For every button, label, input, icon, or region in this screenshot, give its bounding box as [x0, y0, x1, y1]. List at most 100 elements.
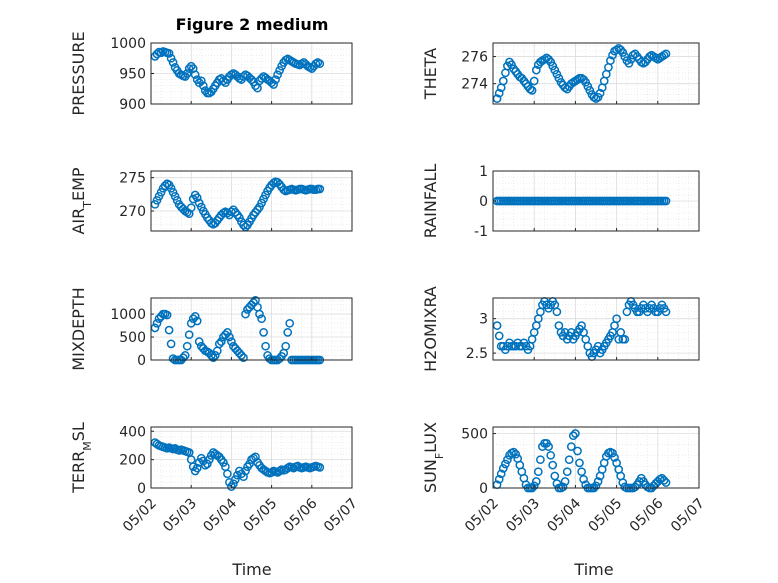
data-point: [283, 328, 293, 337]
data-point: [548, 460, 558, 470]
data-point: [223, 469, 232, 479]
y-tick-label: 950: [119, 67, 146, 83]
data-series: [492, 196, 671, 206]
data-point: [315, 463, 325, 472]
y-axis-label-4: RAINFALL: [421, 164, 440, 239]
data-point: [206, 351, 216, 360]
y-tick-label: 274: [461, 77, 488, 93]
data-point: [536, 307, 545, 317]
data-point: [610, 321, 619, 330]
data-point: [536, 455, 545, 465]
data-point: [166, 339, 176, 349]
data-point: [566, 442, 576, 451]
data-point: [550, 65, 560, 75]
data-point: [661, 196, 671, 206]
data-point: [275, 66, 284, 75]
y-axis-label-8: SUNFLUX: [421, 422, 446, 493]
data-point: [241, 309, 250, 319]
data-point: [562, 467, 572, 477]
y-tick-label: 275: [119, 171, 146, 187]
data-point: [618, 48, 628, 57]
data-point: [315, 59, 325, 69]
data-series: [492, 429, 671, 493]
x-axis-label-left: Time: [231, 560, 271, 579]
data-point: [275, 354, 284, 363]
y-tick-label: 270: [119, 204, 146, 220]
data-point: [661, 307, 671, 317]
data-point: [184, 64, 194, 73]
data-point: [315, 184, 325, 194]
x-tick-label: 05/02: [462, 496, 502, 536]
data-point: [501, 459, 510, 469]
data-point: [616, 328, 626, 337]
data-point: [239, 472, 248, 482]
data-point: [192, 193, 202, 203]
data-point: [507, 60, 516, 70]
data-point: [247, 75, 256, 84]
subplot-1: 900 950 1000 PRESSURE: [69, 31, 353, 116]
data-point: [245, 459, 254, 469]
subplot-5: 0 500 1000 MIXDEPTH: [69, 287, 353, 371]
data-point: [533, 467, 543, 477]
data-point: [219, 76, 228, 86]
x-tick-label: 05/06: [281, 495, 321, 535]
data-point: [200, 460, 210, 470]
y-tick-label: 500: [461, 427, 488, 443]
y-axis-label-5: MIXDEPTH: [69, 287, 88, 370]
data-point: [498, 464, 508, 473]
data-point: [661, 49, 671, 59]
data-point: [261, 341, 270, 351]
data-point: [194, 337, 204, 346]
subplot-4: -1 0 1 RAINFALL: [421, 164, 700, 240]
y-axis-label-2: THETA: [421, 48, 440, 100]
data-point: [186, 61, 196, 71]
data-point: [511, 449, 521, 459]
data-point: [608, 50, 617, 60]
data-point: [661, 478, 671, 487]
subplot-8: 0 500 05/02 05/03 05/04 05/05 05/06 05/07 SUNFLU…: [421, 422, 708, 535]
data-point: [281, 341, 291, 351]
data-point: [496, 469, 506, 479]
data-point: [573, 446, 582, 456]
y-tick-label: 3: [479, 312, 488, 328]
data-point: [606, 56, 615, 65]
data-series: [492, 44, 671, 103]
data-point: [577, 467, 586, 477]
data-point: [180, 351, 190, 360]
y-tick-label: 400: [119, 424, 146, 440]
data-point: [162, 310, 172, 320]
data-point: [645, 52, 654, 61]
data-point: [531, 477, 541, 486]
data-point: [214, 339, 224, 349]
data-point: [182, 69, 192, 78]
data-point: [166, 53, 176, 63]
data-point: [564, 455, 574, 465]
x-tick-label: 05/05: [586, 496, 626, 536]
data-point: [267, 468, 276, 477]
data-point: [273, 70, 282, 80]
data-point: [628, 50, 638, 60]
x-tick-label: 05/05: [241, 496, 281, 536]
data-point: [612, 314, 621, 324]
y-axis-label-3: AIRTEMP: [69, 167, 94, 234]
y-tick-label: 1: [479, 164, 488, 180]
data-point: [257, 74, 266, 83]
data-point: [188, 462, 198, 472]
data-point: [275, 466, 284, 476]
data-point: [608, 448, 617, 458]
y-tick-label: 0: [479, 481, 488, 497]
data-point: [548, 61, 558, 71]
data-point: [255, 309, 264, 319]
axes-frame: [492, 426, 700, 489]
data-point: [494, 474, 504, 484]
data-point: [568, 431, 578, 441]
data-point: [265, 354, 274, 363]
data-point: [257, 314, 266, 324]
axes-frame: [492, 297, 700, 361]
data-point: [237, 351, 246, 360]
data-point: [610, 453, 619, 462]
y-tick-label: 0: [479, 194, 488, 210]
data-point: [552, 307, 562, 317]
y-tick-label: 200: [119, 453, 146, 469]
